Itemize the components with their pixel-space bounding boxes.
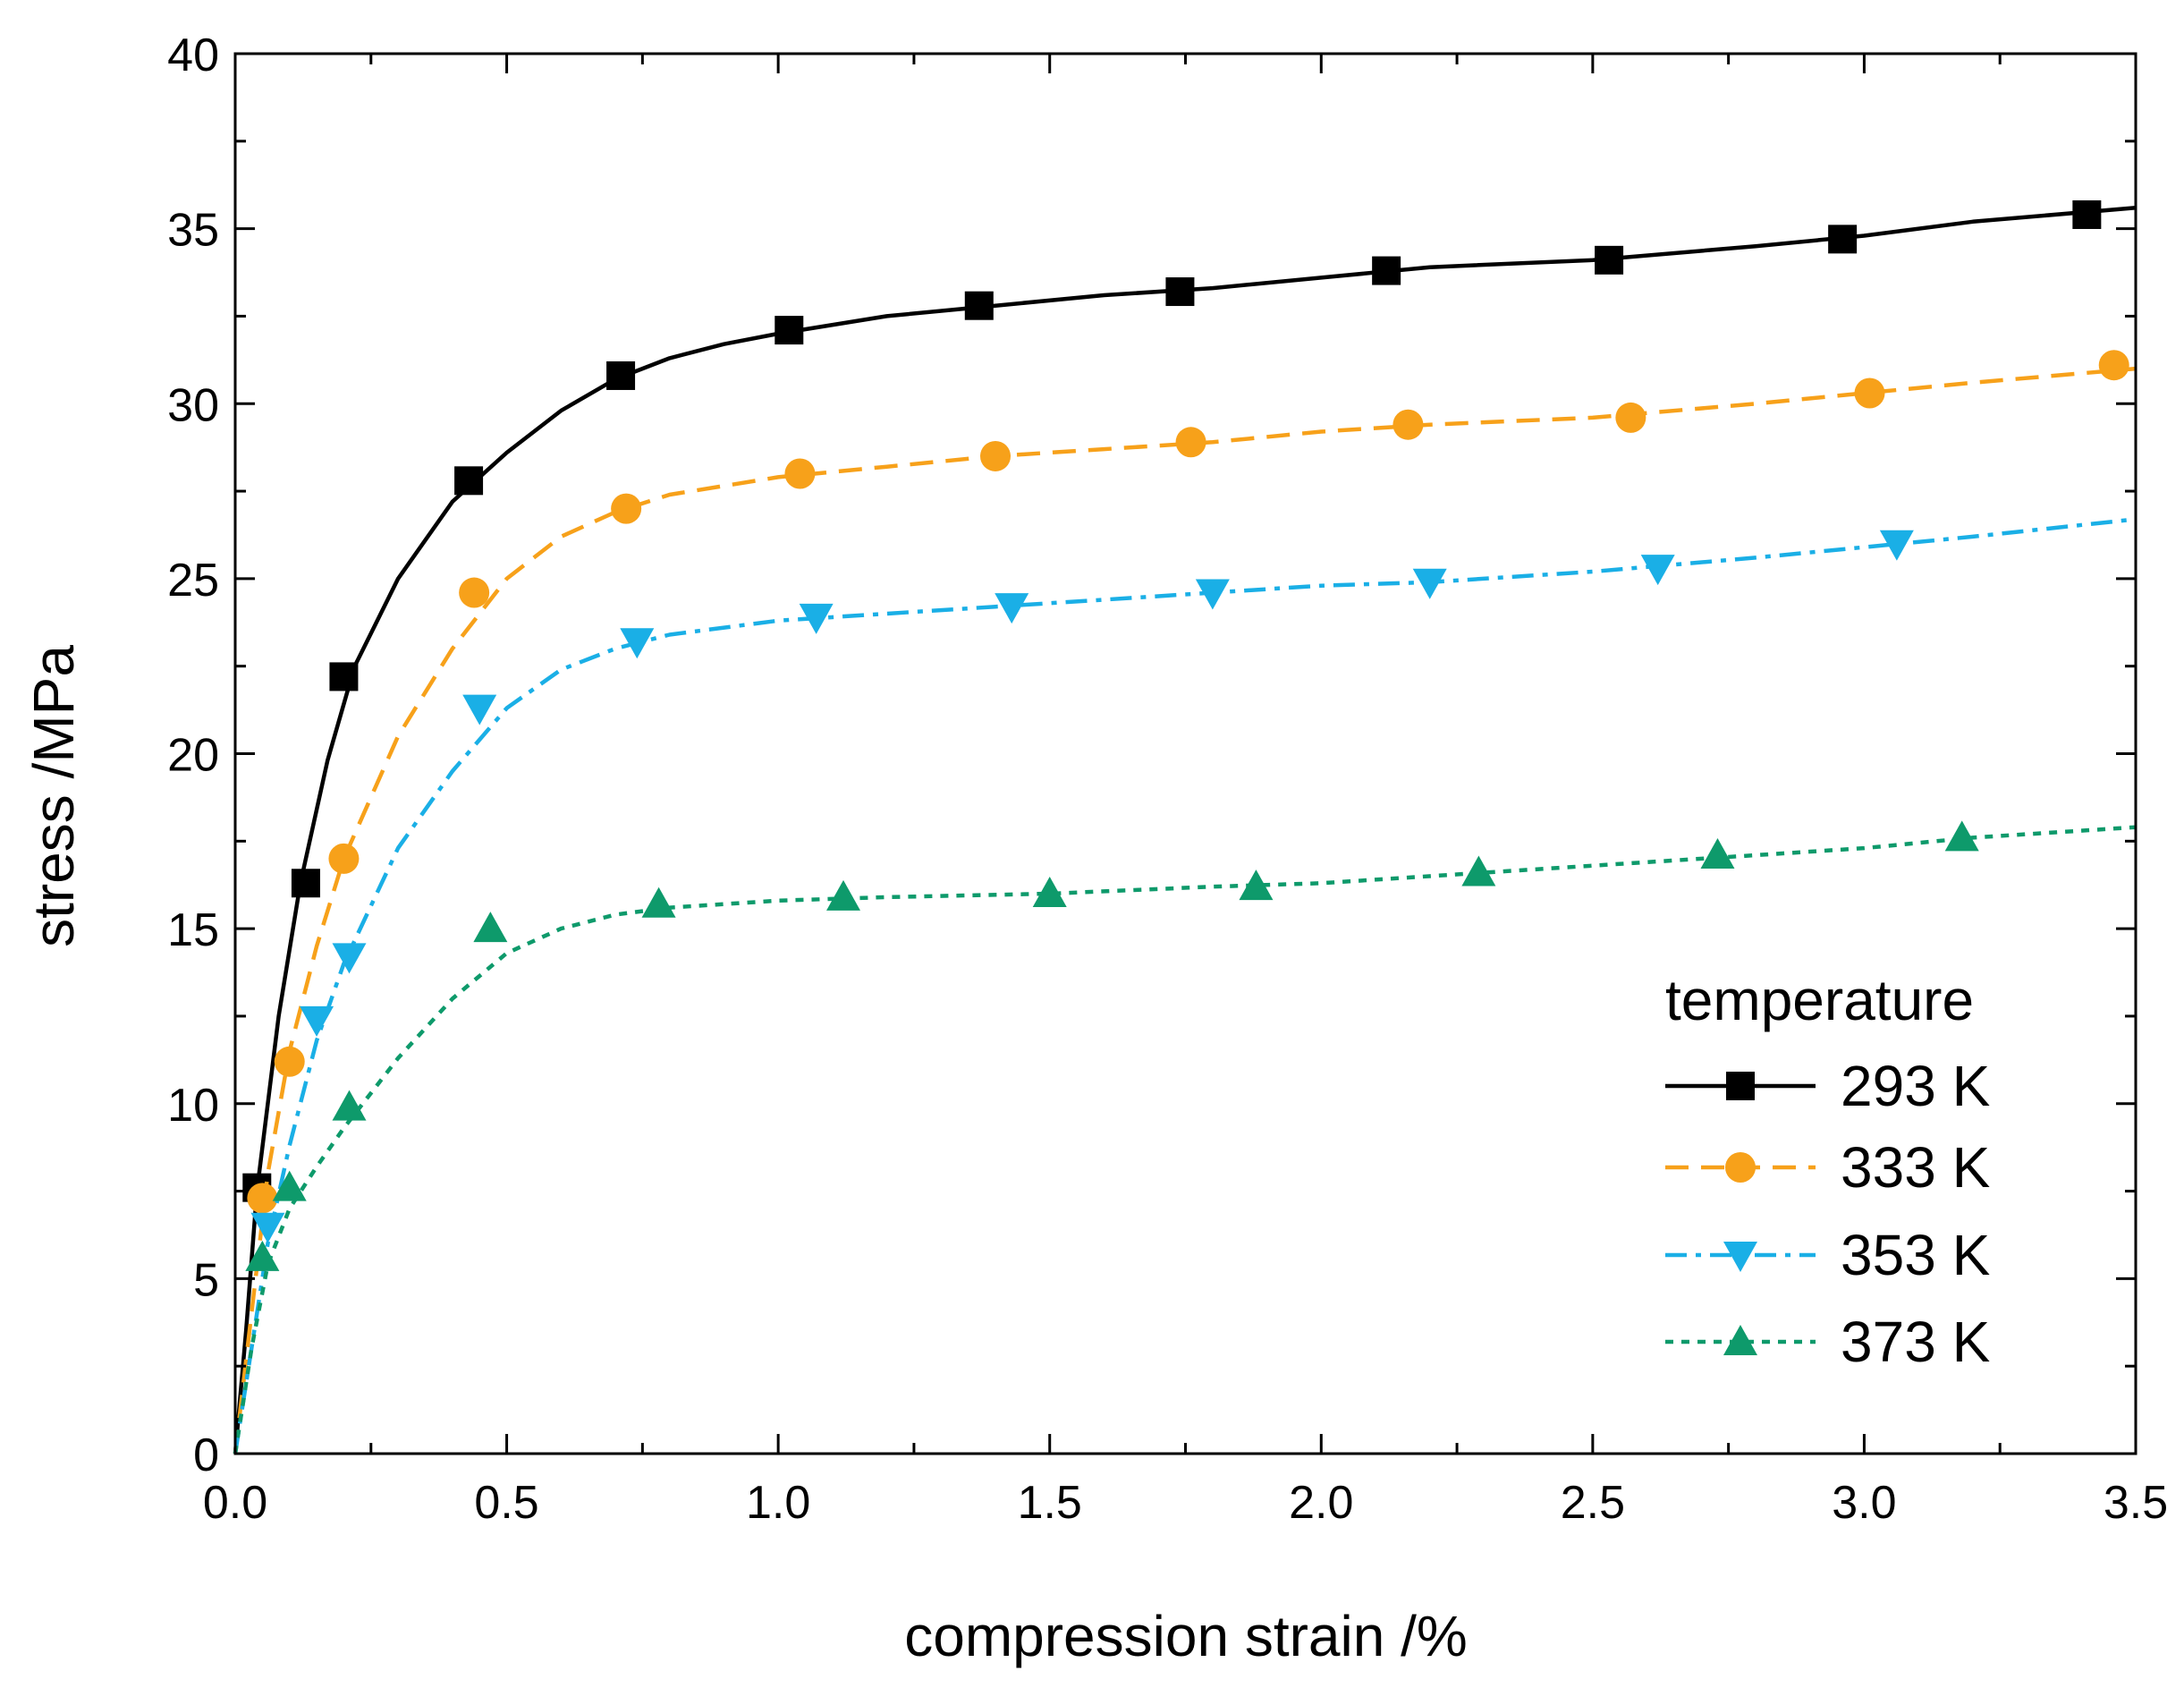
data-point bbox=[1615, 402, 1646, 433]
data-point bbox=[459, 577, 490, 608]
series-line bbox=[233, 517, 2137, 1455]
data-point bbox=[641, 886, 676, 918]
y-axis-title: stress /MPa bbox=[21, 645, 86, 947]
data-point bbox=[473, 912, 508, 943]
legend-label: 373 K bbox=[1841, 1310, 1990, 1374]
data-point bbox=[462, 694, 497, 725]
data-point bbox=[300, 1005, 334, 1037]
legend-marker bbox=[1723, 1325, 1757, 1355]
data-point bbox=[799, 603, 834, 634]
data-point bbox=[1195, 579, 1230, 610]
legend-item: 353 K bbox=[1665, 1223, 1990, 1287]
data-point bbox=[2072, 199, 2102, 229]
data-point bbox=[291, 869, 320, 898]
data-point bbox=[995, 593, 1029, 624]
y-tick-label: 35 bbox=[167, 205, 219, 257]
data-point bbox=[826, 879, 860, 911]
data-point bbox=[1700, 837, 1735, 869]
data-point bbox=[784, 458, 816, 489]
data-point bbox=[250, 1212, 285, 1243]
data-point bbox=[606, 361, 636, 390]
data-point bbox=[1032, 877, 1067, 907]
series-line bbox=[233, 205, 2137, 1455]
legend-marker bbox=[1725, 1152, 1756, 1183]
y-tick-label: 5 bbox=[193, 1254, 219, 1306]
data-point bbox=[247, 1183, 278, 1214]
plot-area bbox=[233, 199, 2137, 1455]
data-point bbox=[1372, 256, 1401, 285]
legend-item: 373 K bbox=[1665, 1310, 1990, 1374]
legend: temperature 293 K 333 K 353 K 373 K bbox=[1665, 968, 1990, 1374]
data-point bbox=[1393, 409, 1424, 440]
axes: 0.0 0.5 1.0 1.5 2.0 2.5 3.0 3.5 0 5 10 15 20 25 30 35 40 bbox=[167, 30, 2168, 1529]
y-tick-label: 30 bbox=[167, 379, 219, 431]
series-293-k bbox=[233, 199, 2137, 1455]
data-point bbox=[328, 843, 360, 874]
data-point bbox=[454, 466, 484, 496]
data-point bbox=[332, 943, 367, 974]
series-353-k bbox=[233, 517, 2137, 1455]
series-373-k bbox=[233, 820, 2137, 1455]
legend-marker bbox=[1726, 1072, 1755, 1100]
data-point bbox=[1879, 530, 1914, 561]
data-point bbox=[1595, 245, 1624, 275]
legend-item: 333 K bbox=[1665, 1135, 1990, 1200]
data-point bbox=[1412, 568, 1447, 599]
legend-marker bbox=[1723, 1242, 1757, 1272]
legend-label: 333 K bbox=[1841, 1135, 1990, 1200]
data-point bbox=[1640, 555, 1675, 586]
data-point bbox=[1944, 820, 1979, 852]
legend-item: 293 K bbox=[1665, 1054, 1990, 1118]
x-tick-label: 2.0 bbox=[1289, 1477, 1353, 1529]
x-axis-title: compression strain /% bbox=[904, 1604, 1468, 1668]
data-point bbox=[332, 1090, 367, 1121]
y-tick-label: 25 bbox=[167, 555, 219, 606]
x-tick-label: 3.0 bbox=[1832, 1477, 1896, 1529]
y-tick-label: 20 bbox=[167, 730, 219, 782]
data-point bbox=[274, 1046, 305, 1077]
data-point bbox=[1828, 225, 1858, 254]
data-point bbox=[1854, 377, 1885, 409]
data-point bbox=[611, 493, 642, 524]
data-point bbox=[2098, 350, 2129, 381]
data-point bbox=[620, 628, 655, 659]
data-point bbox=[1461, 855, 1496, 886]
x-tick-label: 1.5 bbox=[1018, 1477, 1082, 1529]
data-point bbox=[272, 1170, 307, 1201]
x-tick-label: 0.5 bbox=[474, 1477, 538, 1529]
data-point bbox=[245, 1240, 280, 1271]
data-point bbox=[1239, 869, 1274, 901]
data-point bbox=[1165, 277, 1195, 307]
legend-title: temperature bbox=[1665, 968, 1974, 1032]
x-tick-label: 0.0 bbox=[203, 1477, 267, 1529]
x-tick-label: 3.5 bbox=[2104, 1477, 2168, 1529]
x-tick-label: 2.5 bbox=[1561, 1477, 1625, 1529]
y-tick-label: 15 bbox=[167, 904, 219, 956]
data-point bbox=[329, 662, 359, 691]
legend-label: 293 K bbox=[1841, 1054, 1990, 1118]
data-point bbox=[775, 316, 804, 345]
x-tick-label: 1.0 bbox=[746, 1477, 810, 1529]
y-tick-label: 10 bbox=[167, 1080, 219, 1132]
y-tick-label: 40 bbox=[167, 30, 219, 81]
series-333-k bbox=[233, 350, 2137, 1455]
y-tick-label: 0 bbox=[193, 1429, 219, 1481]
series-line bbox=[233, 366, 2137, 1455]
data-point bbox=[1175, 427, 1206, 458]
data-point bbox=[964, 291, 994, 320]
data-point bbox=[980, 440, 1011, 471]
legend-label: 353 K bbox=[1841, 1223, 1990, 1287]
